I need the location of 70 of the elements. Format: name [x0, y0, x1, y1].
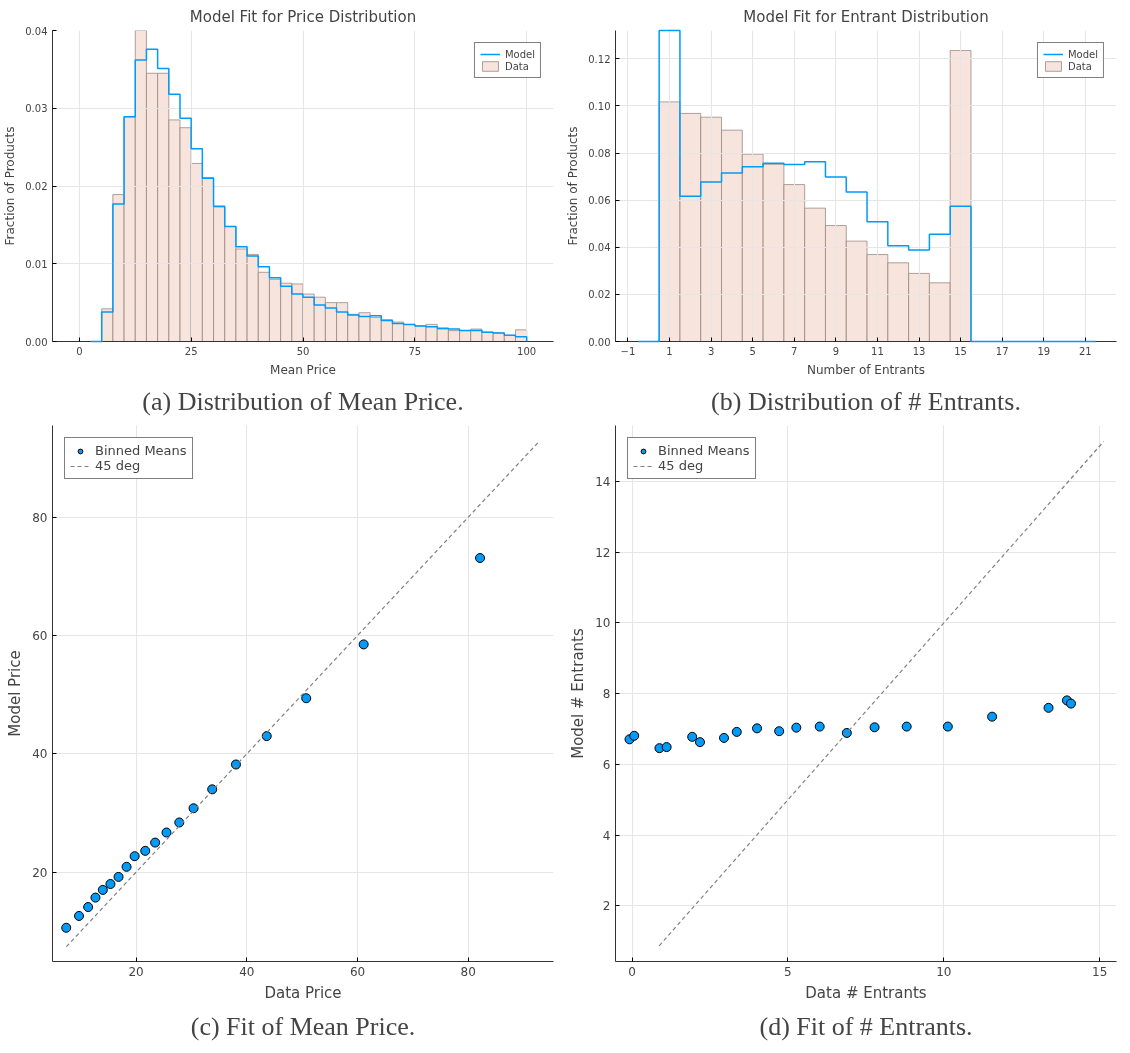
- x-tick-label: 9: [832, 345, 840, 357]
- x-axis-title: Number of Entrants: [806, 362, 926, 377]
- legend-label: Model: [1067, 48, 1098, 60]
- legend-label: Model: [504, 48, 535, 60]
- y-tick-label: 40: [32, 747, 48, 762]
- y-tick-label: 0.12: [588, 53, 611, 65]
- x-axis-title: Data # Entrants: [805, 983, 927, 1002]
- y-tick-label: 10: [595, 616, 611, 631]
- text: (a) Distribution of Mean Price.: [142, 386, 464, 416]
- x-tick-label: 11: [871, 345, 884, 357]
- text: (d) Fit of # Entrants.: [759, 1011, 973, 1041]
- y-tick-label: 0.08: [588, 148, 611, 160]
- x-tick-label: 20: [128, 964, 144, 979]
- y-tick-label: 8: [602, 687, 611, 702]
- legend-label: Data: [504, 60, 529, 72]
- x-tick-label: 1: [666, 345, 673, 357]
- x-tick-label: 15: [954, 345, 967, 357]
- x-tick-label: 75: [408, 345, 422, 357]
- y-tick-label: 20: [32, 865, 48, 880]
- y-tick-label: 0.06: [588, 195, 611, 207]
- x-tick-label: 5: [784, 964, 792, 979]
- x-tick-label: 80: [460, 964, 476, 979]
- legend-label: Data: [1067, 60, 1092, 72]
- x-tick-label: 0: [76, 345, 83, 357]
- chart-title: Model Fit for Entrant Distribution: [743, 7, 989, 26]
- y-axis-title: Model # Entrants: [569, 628, 588, 759]
- y-tick-label: 4: [602, 828, 611, 843]
- y-tick-label: 0.04: [588, 242, 611, 254]
- x-tick-label: 15: [1092, 964, 1108, 979]
- y-tick-label: 6: [602, 757, 611, 772]
- x-tick-label: 25: [184, 345, 198, 357]
- x-tick-label: 60: [349, 964, 366, 979]
- y-tick-label: 0.00: [25, 336, 48, 348]
- x-axis-title: Data Price: [264, 983, 342, 1002]
- x-tick-label: 10: [936, 964, 952, 979]
- y-tick-label: 0.02: [588, 289, 611, 301]
- y-tick-label: 0.03: [25, 103, 48, 115]
- x-tick-label: 13: [912, 345, 926, 357]
- x-tick-label: 7: [791, 345, 798, 357]
- y-tick-label: 60: [32, 629, 48, 644]
- x-tick-label: 50: [296, 345, 310, 357]
- y-tick-label: 0.01: [25, 258, 48, 270]
- x-tick-label: 3: [707, 345, 715, 357]
- legend-label: 45 deg: [95, 458, 141, 473]
- y-tick-label: 80: [32, 510, 48, 525]
- legend-label: 45 deg: [658, 458, 704, 473]
- y-axis-title: Model Price: [6, 650, 25, 737]
- y-tick-label: 0.02: [25, 181, 48, 192]
- chart-title: Model Fit for Price Distribution: [189, 7, 417, 26]
- x-tick-label: 40: [239, 964, 255, 979]
- y-tick-label: 12: [595, 545, 611, 560]
- y-tick-label: 2: [602, 899, 611, 914]
- y-axis-title: Fraction of Products: [566, 126, 581, 246]
- x-axis-title: Mean Price: [270, 362, 336, 377]
- x-tick-label: 21: [1078, 345, 1092, 357]
- y-tick-label: 14: [595, 474, 611, 489]
- text: (c) Fit of Mean Price.: [190, 1011, 416, 1041]
- y-tick-label: 0.00: [588, 336, 611, 348]
- x-tick-label: −1: [620, 345, 636, 357]
- text: (b) Distribution of # Entrants.: [711, 386, 1021, 416]
- y-axis-title: Fraction of Products: [3, 126, 18, 246]
- legend-label: Binned Means: [95, 443, 187, 458]
- x-tick-label: 0: [628, 964, 636, 979]
- x-tick-label: 5: [749, 345, 756, 357]
- y-tick-label: 0.10: [588, 100, 611, 112]
- legend-label: Binned Means: [658, 443, 750, 458]
- x-tick-label: 17: [995, 345, 1009, 357]
- x-tick-label: 19: [1037, 345, 1051, 357]
- x-tick-label: 100: [517, 345, 537, 357]
- y-tick-label: 0.04: [25, 25, 48, 37]
